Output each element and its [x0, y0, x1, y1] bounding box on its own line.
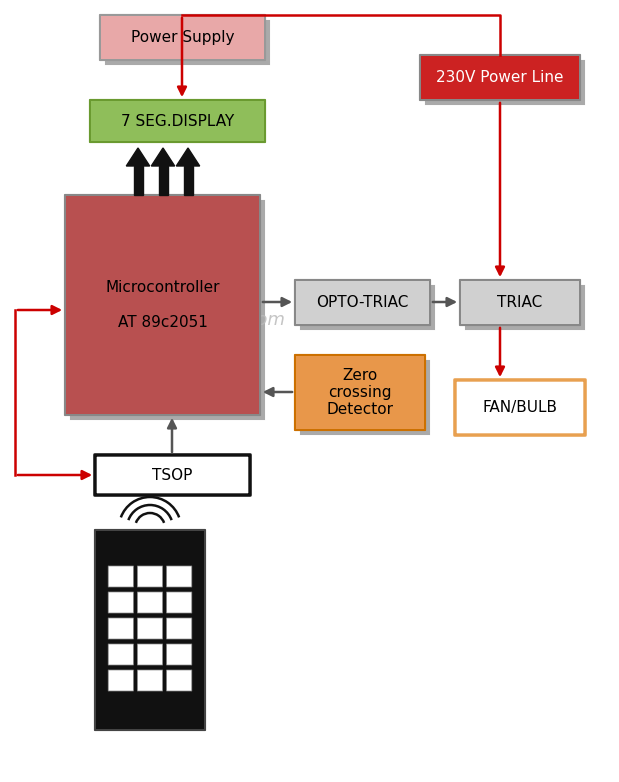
Text: TSOP: TSOP [152, 468, 193, 482]
FancyBboxPatch shape [65, 195, 260, 415]
FancyBboxPatch shape [108, 592, 134, 613]
FancyBboxPatch shape [137, 592, 163, 613]
Text: FAN/BULB: FAN/BULB [482, 400, 558, 415]
FancyBboxPatch shape [167, 644, 192, 665]
FancyBboxPatch shape [137, 670, 163, 691]
Polygon shape [126, 148, 150, 166]
Text: 230V Power Line: 230V Power Line [436, 70, 564, 85]
FancyBboxPatch shape [95, 455, 250, 495]
FancyBboxPatch shape [465, 285, 585, 330]
FancyBboxPatch shape [105, 20, 270, 65]
Text: www.dnatechindia.com: www.dnatechindia.com [75, 311, 285, 329]
Text: Zero
crossing
Detector: Zero crossing Detector [326, 368, 394, 418]
FancyBboxPatch shape [108, 566, 134, 587]
FancyBboxPatch shape [455, 380, 585, 435]
Text: Microcontroller

AT 89c2051: Microcontroller AT 89c2051 [105, 280, 220, 330]
FancyBboxPatch shape [420, 55, 580, 100]
Text: Power Supply: Power Supply [131, 30, 234, 45]
FancyBboxPatch shape [108, 644, 134, 665]
FancyBboxPatch shape [137, 566, 163, 587]
Polygon shape [151, 148, 175, 166]
FancyBboxPatch shape [137, 618, 163, 639]
FancyBboxPatch shape [70, 200, 265, 420]
Text: OPTO-TRIAC: OPTO-TRIAC [316, 295, 409, 310]
FancyBboxPatch shape [425, 60, 585, 105]
FancyBboxPatch shape [95, 530, 205, 730]
FancyBboxPatch shape [300, 285, 435, 330]
Polygon shape [134, 166, 142, 195]
Polygon shape [158, 166, 168, 195]
FancyBboxPatch shape [100, 15, 265, 60]
FancyBboxPatch shape [295, 355, 425, 430]
FancyBboxPatch shape [167, 566, 192, 587]
FancyBboxPatch shape [108, 670, 134, 691]
FancyBboxPatch shape [300, 360, 430, 435]
Polygon shape [183, 166, 193, 195]
Text: 7 SEG.DISPLAY: 7 SEG.DISPLAY [121, 113, 234, 128]
FancyBboxPatch shape [90, 100, 265, 142]
FancyBboxPatch shape [137, 644, 163, 665]
Text: TRIAC: TRIAC [498, 295, 543, 310]
FancyBboxPatch shape [167, 618, 192, 639]
FancyBboxPatch shape [295, 280, 430, 325]
FancyBboxPatch shape [167, 592, 192, 613]
FancyBboxPatch shape [167, 670, 192, 691]
FancyBboxPatch shape [460, 280, 580, 325]
Polygon shape [176, 148, 200, 166]
FancyBboxPatch shape [108, 618, 134, 639]
